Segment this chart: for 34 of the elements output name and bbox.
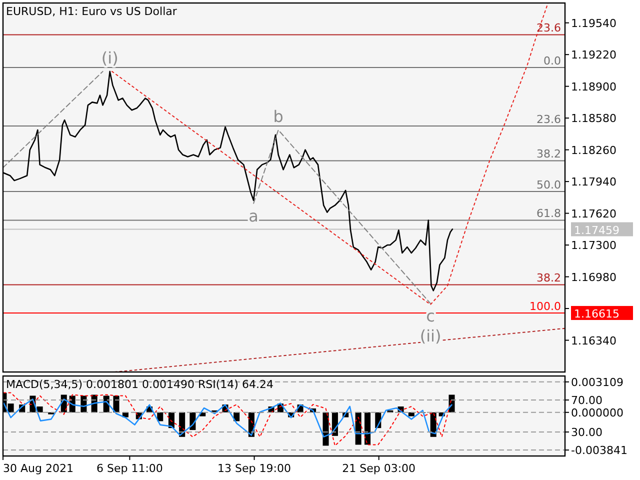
y-tick-label: 1.17620 <box>571 207 616 220</box>
annotation: (i) <box>101 48 118 68</box>
annotation: 38.2 <box>536 148 561 161</box>
y-tick-label: 1.18260 <box>571 144 616 157</box>
annotation: 23.6 <box>536 22 561 35</box>
x-tick-label: 30 Aug 2021 <box>3 462 74 475</box>
y-tick-label: 1.19220 <box>571 48 616 62</box>
annotation: 50.0 <box>536 178 561 192</box>
annotation: b <box>273 106 284 126</box>
annotation: 38.2 <box>536 272 561 285</box>
x-tick-label: 6 Sep 11:00 <box>96 462 163 475</box>
y-tick-label: 1.16980 <box>571 270 616 284</box>
chart-title: EURUSD, H1: Euro vs US Dollar <box>6 5 178 18</box>
y-tick-label: 0.000000 <box>571 406 624 420</box>
y2-tick-label: 70.00 <box>571 394 602 407</box>
y-tick-label: 1.17940 <box>571 176 616 189</box>
ref-line-label: 1.16615 <box>574 307 620 320</box>
x-tick-label: 13 Sep 19:00 <box>218 462 291 475</box>
y-tick-label: 1.18900 <box>571 80 616 94</box>
y-tick-label: 1.16340 <box>571 334 616 348</box>
annotation: 100.0 <box>530 300 561 313</box>
y-tick-label: 1.18580 <box>571 112 616 126</box>
y-tick-label: -0.003841 <box>571 444 628 458</box>
annotation: 23.6 <box>536 113 561 126</box>
y2-tick-label: 30.00 <box>571 426 602 439</box>
chart-title: MACD(5,34,5) 0.001801 0.001490 RSI(14) 64.24 <box>6 378 274 391</box>
annotation: 61.8 <box>536 207 561 220</box>
y-tick-label: 1.17300 <box>571 239 616 252</box>
annotation: 0.0 <box>544 54 561 68</box>
x-tick-label: 21 Sep 03:00 <box>342 462 416 475</box>
y-tick-label: 1.19540 <box>571 16 616 30</box>
annotation: (ii) <box>420 326 442 346</box>
ref-line-label: 1.17459 <box>574 224 620 237</box>
y-tick-label: 0.003109 <box>571 376 624 389</box>
